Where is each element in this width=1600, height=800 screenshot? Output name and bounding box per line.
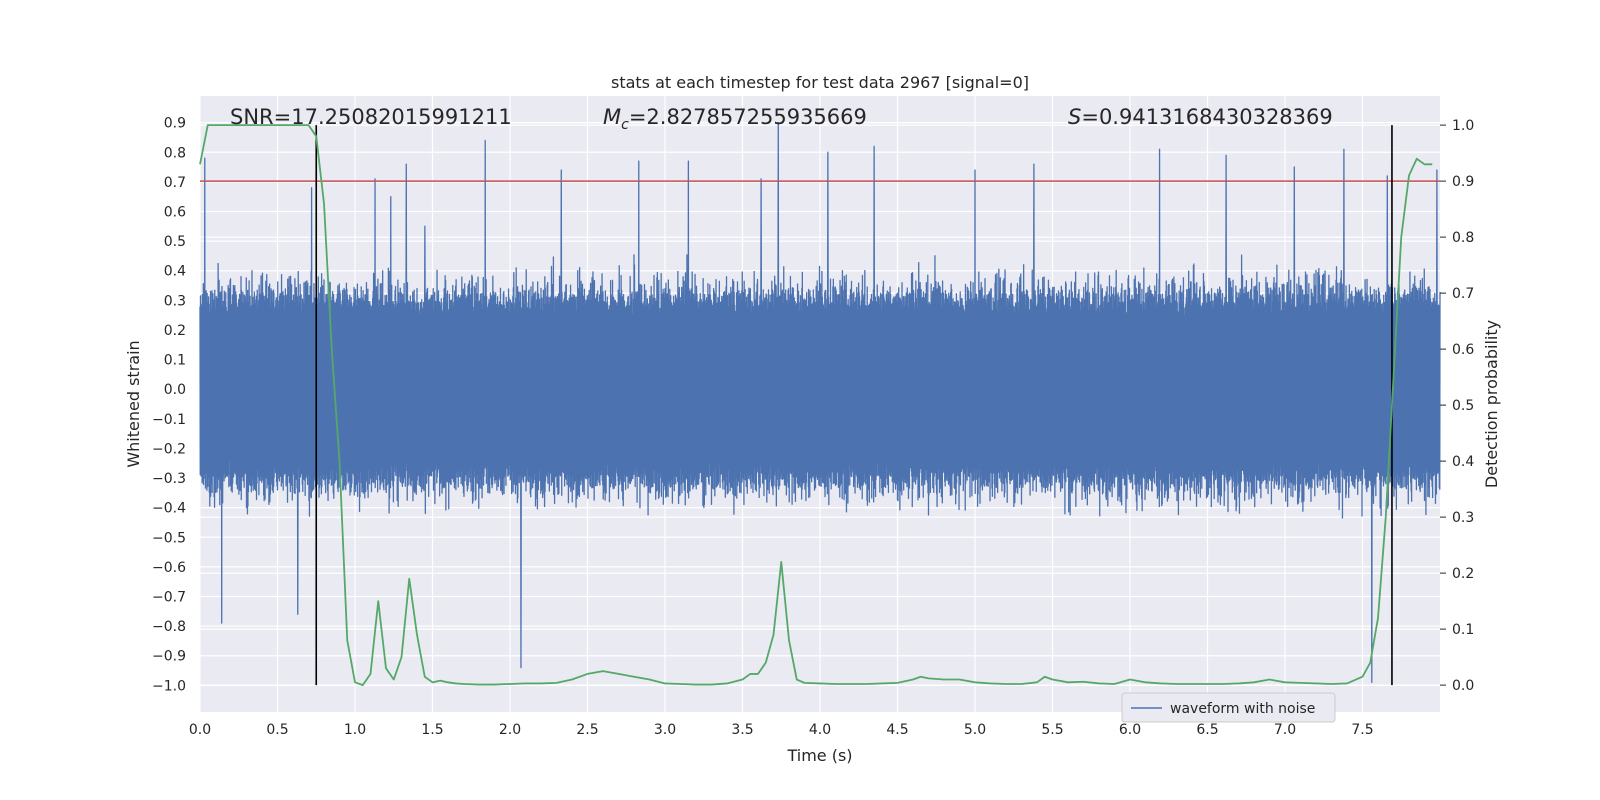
x-tick-label: 0.0 (189, 722, 211, 738)
y-right-tick-label: 0.8 (1452, 230, 1474, 246)
chirp-mass-symbol: M (603, 105, 621, 129)
y-tick-label: 0.2 (164, 323, 186, 339)
probability-line (199, 124, 1433, 687)
y-right-tick-label: 1.0 (1452, 118, 1474, 134)
s-value: =0.9413168430328369 (1081, 105, 1332, 129)
y-right-tick-label: 0.9 (1452, 174, 1474, 190)
x-tick-label: 1.5 (421, 722, 443, 738)
probability-series (199, 124, 1433, 687)
y-tick-label: −0.3 (152, 471, 186, 487)
x-tick-label: 1.0 (344, 722, 366, 738)
y-tick-label: −0.4 (152, 501, 186, 517)
chirp-mass-value: =2.827857255935669 (629, 105, 867, 129)
y-right-tick-label: 0.7 (1452, 286, 1474, 302)
y-tick-label: 0.3 (164, 293, 186, 309)
y-tick-label: 0.5 (164, 234, 186, 250)
legend-label: waveform with noise (1170, 701, 1315, 717)
x-tick-label: 2.5 (576, 722, 598, 738)
x-tick-label: 3.5 (731, 722, 753, 738)
y-tick-label: −0.9 (152, 649, 186, 665)
chart-title: stats at each timestep for test data 296… (611, 73, 1029, 92)
y-right-tick-label: 0.4 (1452, 454, 1474, 470)
x-axis-ticks: 0.0 0.5 1.0 1.5 2.0 2.5 3.0 3.5 4.0 4.5 5.0 5.5 6.0 6… (189, 722, 1374, 738)
y-tick-label: 0.9 (164, 116, 186, 132)
y-axis-label: Whitened strain (124, 340, 143, 467)
y-tick-label: −1.0 (152, 678, 186, 694)
chirp-mass-subscript: c (621, 117, 629, 133)
waveform-series (199, 122, 1441, 684)
x-tick-label: 4.5 (886, 722, 908, 738)
s-symbol: S (1068, 105, 1081, 129)
y-tick-label: 0.7 (164, 175, 186, 191)
y-right-tick-label: 0.5 (1452, 398, 1474, 414)
x-tick-label: 5.5 (1041, 722, 1063, 738)
x-tick-label: 7.5 (1351, 722, 1373, 738)
y-axis-ticks: 0.9 0.8 0.7 0.6 0.5 0.4 0.3 0.2 0.1 0.0 −0.1 −0.2 −0… (152, 116, 186, 695)
y-right-tick-label: 0.2 (1452, 566, 1474, 582)
y-tick-label: −0.7 (152, 590, 186, 606)
x-tick-label: 3.0 (654, 722, 676, 738)
s-annotation: S=0.9413168430328369 (1068, 105, 1333, 129)
y-tick-label: 0.1 (164, 353, 186, 369)
x-tick-label: 7.0 (1274, 722, 1296, 738)
y-tick-label: 0.8 (164, 145, 186, 161)
x-tick-label: 2.0 (499, 722, 521, 738)
x-tick-label: 4.0 (809, 722, 831, 738)
y-right-tick-label: 0.6 (1452, 342, 1474, 358)
y-right-tick-label: 0.3 (1452, 510, 1474, 526)
y-tick-label: −0.5 (152, 530, 186, 546)
x-axis-label: Time (s) (786, 746, 852, 765)
y-tick-label: −0.8 (152, 619, 186, 635)
legend: waveform with noise (1121, 692, 1336, 723)
y-tick-label: −0.6 (152, 560, 186, 576)
waveform-line (199, 122, 1441, 684)
x-tick-label: 0.5 (266, 722, 288, 738)
y-right-tick-label: 0.0 (1452, 678, 1474, 694)
y-tick-label: 0.4 (164, 264, 186, 280)
y-axis-right-ticks: 1.0 0.9 0.8 0.7 0.6 0.5 0.4 0.3 0.2 0.1 0.0 (1440, 118, 1474, 694)
y-tick-label: 0.6 (164, 205, 186, 221)
y-tick-label: −0.2 (152, 441, 186, 457)
legend-box (1121, 692, 1336, 723)
x-tick-label: 6.0 (1119, 722, 1141, 738)
y-tick-label: −0.1 (152, 412, 186, 428)
y-axis-right-label: Detection probability (1482, 320, 1501, 488)
chirp-mass-annotation: Mc=2.827857255935669 (603, 105, 867, 133)
x-tick-label: 5.0 (964, 722, 986, 738)
y-tick-label: 0.0 (164, 382, 186, 398)
snr-annotation: SNR=17.25082015991211 (230, 105, 512, 129)
y-right-tick-label: 0.1 (1452, 622, 1474, 638)
x-tick-label: 6.5 (1196, 722, 1218, 738)
